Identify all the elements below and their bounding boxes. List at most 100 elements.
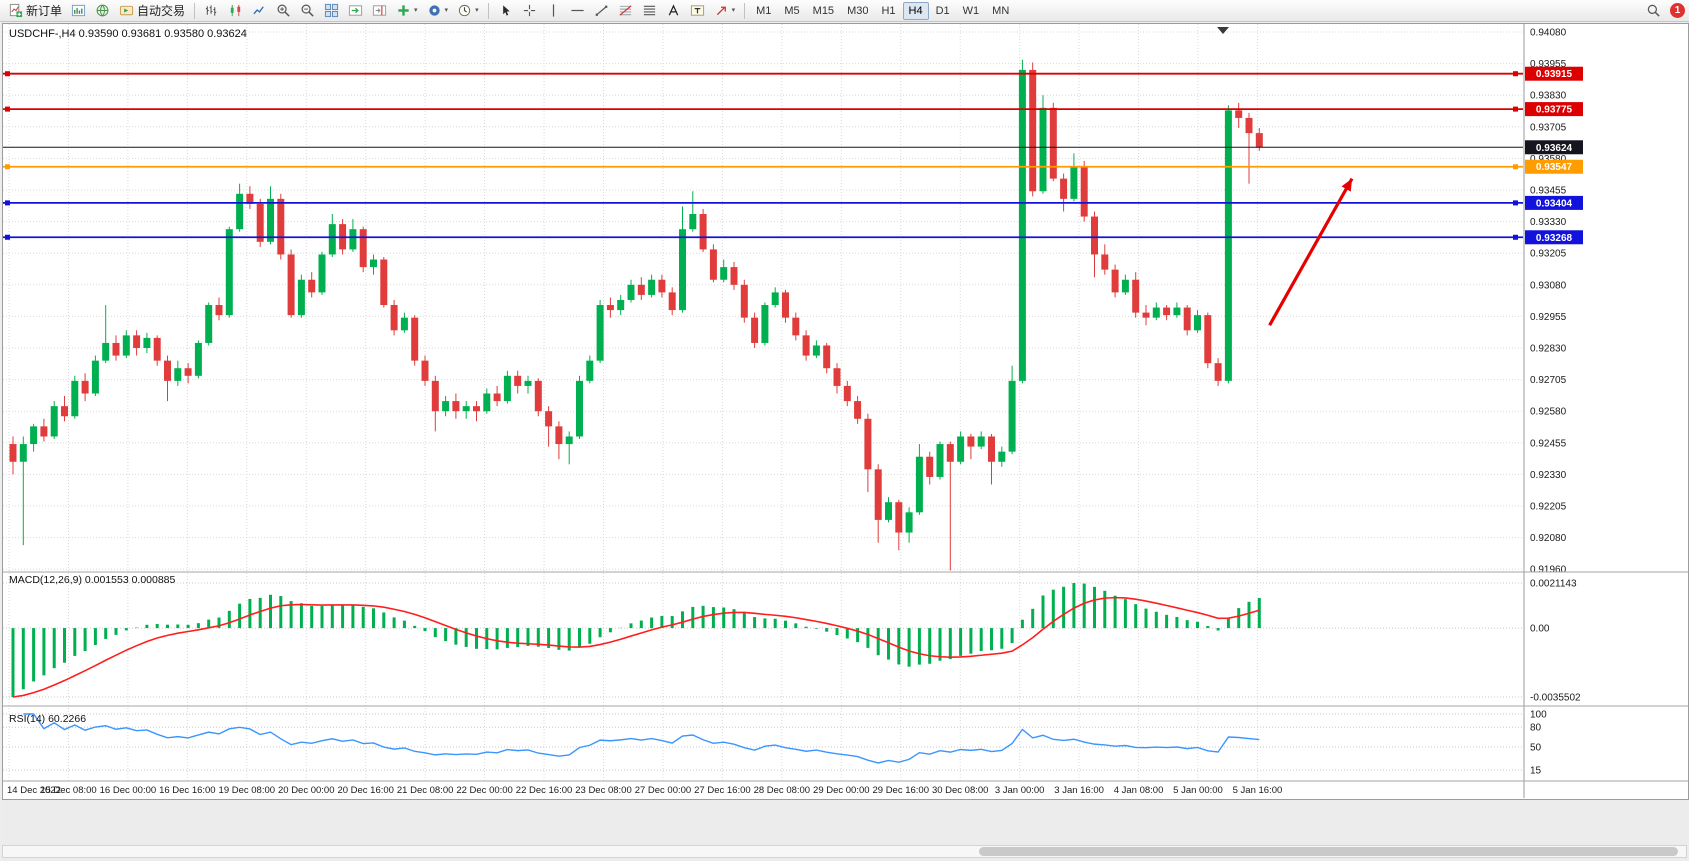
line-handle[interactable] <box>5 200 10 206</box>
svg-text:0.93915: 0.93915 <box>1536 69 1573 80</box>
line-handle[interactable] <box>5 106 10 112</box>
trendline-button[interactable] <box>590 0 613 21</box>
hline-icon <box>570 3 585 18</box>
timeframe-h1-button[interactable]: H1 <box>881 4 896 17</box>
chart-canvas[interactable]: 0.94080 0.93955 0.93830 0.93705 0.93580 0.934… <box>3 24 1688 798</box>
svg-text:21 Dec 08:00: 21 Dec 08:00 <box>397 785 454 796</box>
price-badges: 0.93915 0.93775 0.93547 0.93404 0.93268 0.936… <box>1525 66 1583 245</box>
vertical-line-button[interactable] <box>542 0 565 21</box>
time-grid <box>8 24 1258 781</box>
main-toolbar: 新订单 自动交易 ▾ ▾ ▾ ▾ M1 M5 M15 M30 H1 H4 D1 W1 MN 1 <box>0 0 1689 22</box>
svg-text:0.93705: 0.93705 <box>1530 122 1567 133</box>
svg-text:15: 15 <box>1530 766 1542 777</box>
timeframe-m30-button[interactable]: M30 <box>847 4 869 17</box>
line-handle[interactable] <box>5 164 10 170</box>
bars-mode-button[interactable] <box>200 0 223 21</box>
arrows-button[interactable]: ▾ <box>710 0 740 21</box>
price-badge <box>1525 195 1583 210</box>
profiles-icon <box>95 3 110 18</box>
svg-text:27 Dec 16:00: 27 Dec 16:00 <box>694 785 751 796</box>
shapes-button[interactable] <box>638 0 661 21</box>
svg-text:0.94080: 0.94080 <box>1530 28 1567 39</box>
line-handle[interactable] <box>1513 106 1518 112</box>
scrollbar-thumb[interactable] <box>979 847 1678 856</box>
svg-text:0.93205: 0.93205 <box>1530 249 1567 260</box>
svg-text:0.0021143: 0.0021143 <box>1530 579 1577 590</box>
price-axis-labels: 0.94080 0.93955 0.93830 0.93705 0.93580 0.934… <box>1530 28 1567 576</box>
text-button[interactable] <box>662 0 685 21</box>
charts-window-button[interactable] <box>67 0 90 21</box>
clock-icon <box>457 3 472 18</box>
timeframe-m1-button[interactable]: M1 <box>756 4 772 17</box>
profiles-button[interactable] <box>91 0 114 21</box>
line-handle[interactable] <box>1513 71 1518 77</box>
arrows-tool-icon <box>714 3 729 18</box>
text-label-button[interactable] <box>686 0 709 21</box>
svg-text:-0.0035502: -0.0035502 <box>1530 693 1581 704</box>
svg-text:0.93624: 0.93624 <box>1536 143 1573 154</box>
zoom-out-button[interactable] <box>296 0 319 21</box>
timeframe-h4-button[interactable]: H4 <box>902 1 929 20</box>
svg-text:20 Dec 00:00: 20 Dec 00:00 <box>278 785 335 796</box>
timeframe-w1-button[interactable]: W1 <box>962 4 980 17</box>
objects-button[interactable]: ▾ <box>423 0 453 21</box>
candles-mode-button[interactable] <box>224 0 247 21</box>
search-button[interactable] <box>1642 0 1665 21</box>
timeframe-d1-button[interactable]: D1 <box>935 4 950 17</box>
chart-shift-button[interactable] <box>368 0 391 21</box>
svg-text:29 Dec 00:00: 29 Dec 00:00 <box>813 785 870 796</box>
line-handle[interactable] <box>1513 234 1518 240</box>
toolbar-right-group: 1 <box>1642 0 1685 21</box>
periods-button[interactable]: ▾ <box>453 0 483 21</box>
indicators-button[interactable]: ▾ <box>392 0 422 21</box>
notification-badge[interactable]: 1 <box>1670 3 1685 18</box>
svg-text:0.92955: 0.92955 <box>1530 312 1567 323</box>
line-mode-button[interactable] <box>248 0 271 21</box>
macd-signal-line <box>12 596 1260 698</box>
trend-arrow[interactable] <box>1268 177 1354 327</box>
svg-text:29 Dec 16:00: 29 Dec 16:00 <box>872 785 929 796</box>
price-badge <box>1525 230 1583 245</box>
shift-icon <box>372 3 387 18</box>
svg-text:14 Dec 2022: 14 Dec 2022 <box>7 785 61 796</box>
cursor-button[interactable] <box>494 0 517 21</box>
toolbar-separator <box>487 2 489 19</box>
svg-text:30 Dec 08:00: 30 Dec 08:00 <box>932 785 989 796</box>
svg-text:0.93547: 0.93547 <box>1536 162 1573 173</box>
algo-trading-button[interactable]: 自动交易 <box>115 0 189 21</box>
svg-text:0.92455: 0.92455 <box>1530 438 1567 449</box>
timeframe-m5-button[interactable]: M5 <box>784 4 800 17</box>
line-handle[interactable] <box>1513 200 1518 206</box>
fibonacci-button[interactable] <box>614 0 637 21</box>
horizontal-scrollbar[interactable] <box>2 845 1687 858</box>
new-order-label: 新订单 <box>26 4 63 18</box>
zoom-in-button[interactable] <box>272 0 295 21</box>
timeframe-m15-button[interactable]: M15 <box>812 4 835 17</box>
price-grid <box>3 31 1523 570</box>
dropdown-caret-icon: ▾ <box>414 7 418 14</box>
timeframe-mn-button[interactable]: MN <box>992 4 1010 17</box>
tile-icon <box>324 3 339 18</box>
chart-shift-marker[interactable] <box>1217 27 1229 34</box>
horizontal-lines[interactable] <box>3 71 1523 240</box>
indicators-icon <box>396 3 411 18</box>
dropdown-caret-icon: ▾ <box>731 7 736 14</box>
candles-mode-icon <box>228 3 243 18</box>
candles[interactable] <box>9 59 1263 571</box>
autoscroll-icon <box>348 3 363 18</box>
line-handle[interactable] <box>1513 164 1518 170</box>
line-handle[interactable] <box>5 71 10 77</box>
tile-windows-button[interactable] <box>320 0 343 21</box>
price-badge <box>1525 159 1583 174</box>
horizontal-line-button[interactable] <box>566 0 589 21</box>
auto-scroll-button[interactable] <box>344 0 367 21</box>
line-handle[interactable] <box>5 234 10 240</box>
cursor-icon <box>498 3 513 18</box>
svg-text:15 Dec 08:00: 15 Dec 08:00 <box>40 785 97 796</box>
search-icon <box>1646 3 1661 18</box>
new-order-button[interactable]: 新订单 <box>4 0 66 21</box>
svg-text:0.92080: 0.92080 <box>1530 533 1567 544</box>
svg-text:16 Dec 00:00: 16 Dec 00:00 <box>100 785 157 796</box>
crosshair-button[interactable] <box>518 0 541 21</box>
